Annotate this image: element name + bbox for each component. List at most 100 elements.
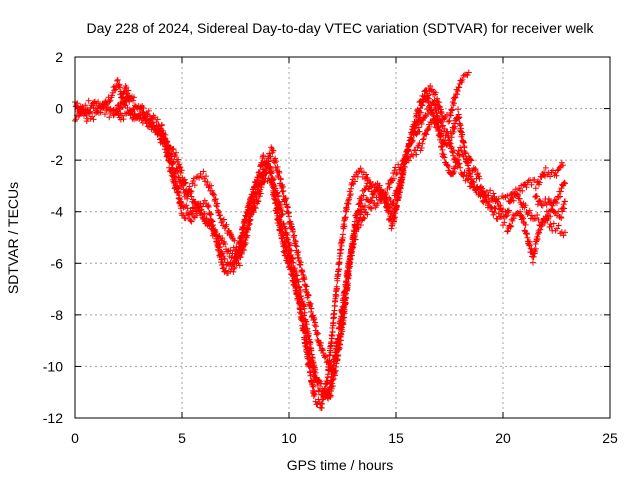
data-point [338, 322, 345, 329]
data-point [445, 132, 452, 139]
data-point [541, 219, 548, 226]
data-point [163, 139, 170, 146]
data-point [244, 213, 251, 220]
data-point [301, 309, 308, 316]
data-point [182, 215, 189, 222]
data-point [333, 292, 340, 299]
data-point [183, 202, 190, 209]
data-point [494, 198, 501, 205]
data-point [343, 281, 350, 288]
data-point [490, 211, 497, 218]
data-point [315, 379, 322, 386]
data-point [335, 266, 342, 273]
data-point [534, 201, 541, 208]
data-point [397, 182, 404, 189]
data-point [412, 147, 419, 154]
data-point [454, 87, 461, 94]
data-point [284, 236, 291, 243]
data-point [514, 209, 521, 216]
data-point [448, 144, 455, 151]
data-point [249, 192, 256, 199]
x-tick-label: 15 [388, 430, 404, 446]
data-point [267, 153, 274, 160]
data-point [526, 238, 533, 245]
data-point [109, 107, 116, 114]
data-point [375, 194, 382, 201]
data-point [536, 197, 543, 204]
data-point [288, 247, 295, 254]
data-point [250, 209, 257, 216]
data-point [253, 180, 260, 187]
data-point [364, 180, 371, 187]
data-point [547, 221, 554, 228]
data-point [503, 213, 510, 220]
data-point [264, 161, 271, 168]
data-point [291, 265, 298, 272]
data-point [112, 86, 119, 93]
data-point [363, 171, 370, 178]
data-point [270, 181, 277, 188]
data-point [126, 98, 133, 105]
data-point [320, 349, 327, 356]
data-point [176, 192, 183, 199]
data-point [492, 205, 499, 212]
data-point [224, 248, 231, 255]
data-point [229, 250, 236, 257]
data-point [305, 292, 312, 299]
data-point [416, 99, 423, 106]
data-point [474, 170, 481, 177]
data-point [205, 204, 212, 211]
data-point [325, 395, 332, 402]
data-point [130, 105, 137, 112]
data-point [560, 180, 567, 187]
data-point [459, 76, 466, 83]
data-point [221, 255, 228, 262]
data-point [301, 276, 308, 283]
data-point [280, 187, 287, 194]
data-point [352, 178, 359, 185]
data-point [536, 229, 543, 236]
data-point [211, 228, 218, 235]
data-point [186, 183, 193, 190]
data-point [437, 133, 444, 140]
data-point [301, 312, 308, 319]
data-point [357, 165, 364, 172]
data-point [558, 185, 565, 192]
data-point [562, 180, 569, 187]
data-point [322, 353, 329, 360]
data-point [130, 97, 137, 104]
data-point [272, 155, 279, 162]
data-point [106, 106, 113, 113]
data-point [395, 193, 402, 200]
data-point [562, 198, 569, 205]
data-point [536, 179, 543, 186]
data-point [464, 72, 471, 79]
data-point [557, 188, 564, 195]
data-point [519, 187, 526, 194]
data-point [323, 391, 330, 398]
data-point [534, 211, 541, 218]
data-point [282, 196, 289, 203]
data-point [174, 189, 181, 196]
data-point [238, 235, 245, 242]
data-points [72, 69, 569, 412]
data-point [334, 346, 341, 353]
data-point [532, 215, 539, 222]
data-point [120, 89, 127, 96]
data-point [415, 124, 422, 131]
data-point [215, 208, 222, 215]
data-point [153, 119, 160, 126]
data-point [177, 164, 184, 171]
data-point [275, 192, 282, 199]
data-point [431, 121, 438, 128]
data-point [526, 207, 533, 214]
data-point [109, 92, 116, 99]
data-point [220, 216, 227, 223]
data-point [260, 152, 267, 159]
data-point [130, 94, 137, 101]
data-point [390, 175, 397, 182]
data-point [529, 259, 536, 266]
data-point [174, 168, 181, 175]
data-point [368, 205, 375, 212]
